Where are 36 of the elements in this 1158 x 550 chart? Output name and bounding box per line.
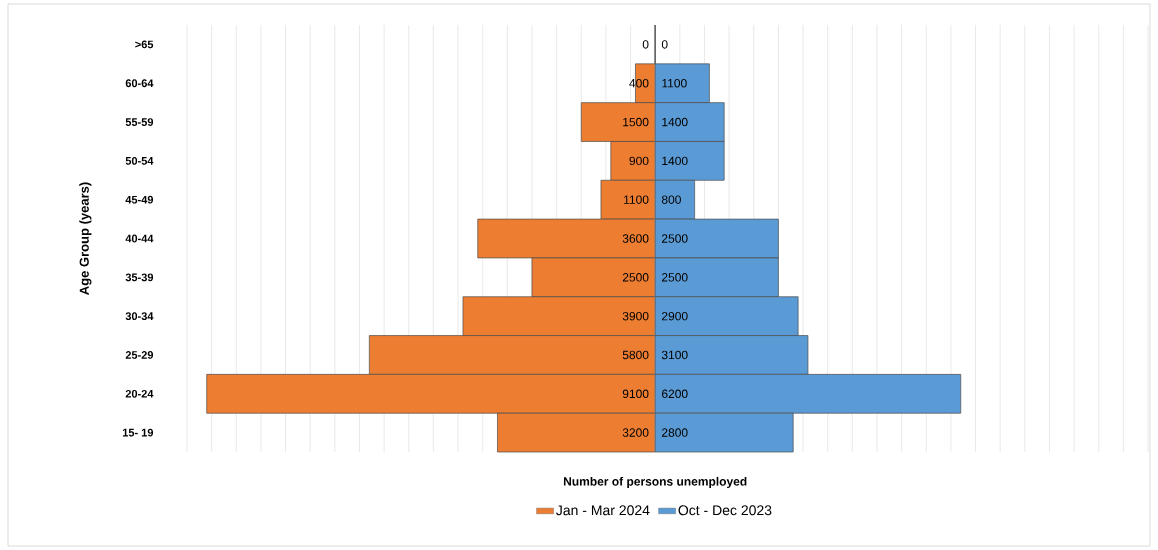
y-axis-title: Age Group (years) [79,182,92,295]
data-label: 2800 [661,428,688,437]
data-label: 0 [661,40,668,49]
y-tick-label: 50-54 [125,156,154,165]
data-label: 1100 [624,195,649,204]
data-label: 1400 [662,117,688,127]
y-tick-label: 35-39 [125,273,154,282]
y-tick-label: 40-44 [125,234,154,243]
data-label: 1500 [623,117,649,127]
data-label: 1100 [662,78,687,88]
y-tick-label: 60-64 [125,79,154,88]
data-label: 3600 [622,234,649,243]
data-label: 2500 [661,273,688,282]
data-label: 1400 [662,156,688,166]
y-tick-label: 15- 19 [122,428,154,437]
data-label: 800 [661,195,681,204]
data-label: 2500 [661,234,688,243]
y-tick-label: >65 [135,40,154,49]
y-tick-label: 30-34 [125,312,154,321]
data-label: 900 [629,156,649,166]
data-label: 2500 [622,273,649,282]
data-label: 6200 [662,389,688,399]
x-axis-title: Number of persons unemployed [563,476,747,489]
data-label: 3100 [661,350,688,360]
y-tick-label: 20-24 [125,389,154,398]
data-label: 9100 [622,389,649,399]
legend-label: Jan - Mar 2024 [556,505,650,516]
y-tick-label: 25-29 [125,351,154,359]
data-label: 3900 [622,311,649,321]
y-tick-label: 55-59 [125,118,154,126]
data-label: 2900 [661,311,688,321]
data-label: 5800 [622,350,649,360]
data-label: 0 [642,40,649,49]
legend-label: Oct - Dec 2023 [678,505,772,516]
data-label: 3200 [622,428,649,437]
y-tick-label: 45-49 [125,195,154,204]
